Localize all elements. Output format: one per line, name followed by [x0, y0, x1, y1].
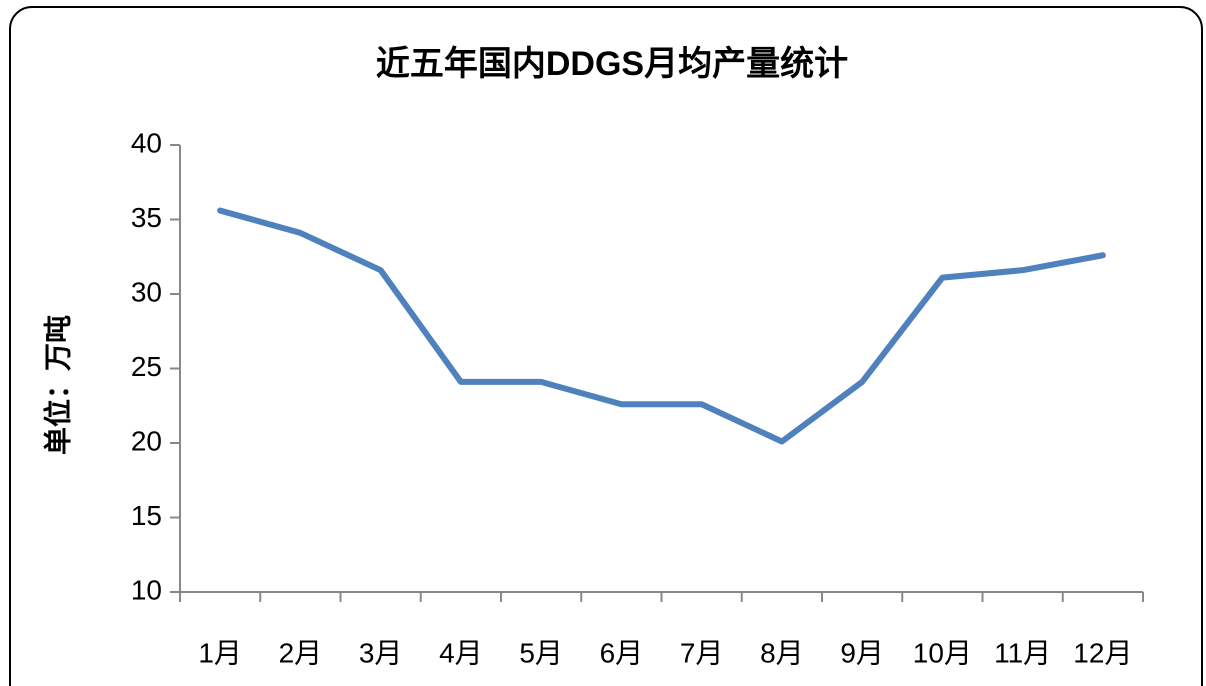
- y-tick-label: 35: [131, 202, 162, 233]
- y-axis-label: 单位：万吨: [41, 315, 73, 455]
- y-tick-label: 40: [131, 127, 162, 158]
- y-tick-label: 15: [131, 500, 162, 531]
- chart-border: [9, 6, 1203, 686]
- chart-title: 近五年国内DDGS月均产量统计: [376, 45, 848, 83]
- x-tick-label: 5月: [519, 637, 563, 668]
- x-tick-label: 11月: [994, 637, 1051, 668]
- x-tick-label: 8月: [760, 637, 804, 668]
- data-line: [217, 207, 1106, 445]
- x-tick-label: 12月: [1073, 637, 1132, 668]
- x-tick-label: 6月: [600, 637, 644, 668]
- x-tick-label: 4月: [439, 637, 483, 668]
- y-tick-label: 20: [131, 425, 162, 456]
- x-tick-label: 10月: [913, 637, 972, 668]
- x-tick-label: 9月: [840, 637, 884, 668]
- x-tick-label: 3月: [359, 637, 403, 668]
- x-tick-label: 1月: [198, 637, 242, 668]
- y-tick-label: 25: [131, 351, 162, 382]
- x-tick-label: 7月: [680, 637, 724, 668]
- y-tick-label: 30: [131, 276, 162, 307]
- x-tick-label: 2月: [279, 637, 323, 668]
- y-tick-label: 10: [131, 574, 162, 605]
